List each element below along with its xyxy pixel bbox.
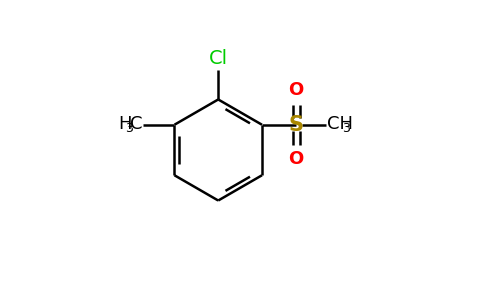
Text: S: S [288, 115, 303, 135]
Text: H: H [118, 115, 131, 133]
Text: 3: 3 [342, 122, 350, 135]
Text: O: O [288, 150, 304, 168]
Text: 3: 3 [125, 122, 133, 135]
Text: Cl: Cl [209, 49, 228, 68]
Text: C: C [130, 115, 143, 133]
Text: CH: CH [327, 115, 353, 133]
Text: O: O [288, 81, 304, 99]
